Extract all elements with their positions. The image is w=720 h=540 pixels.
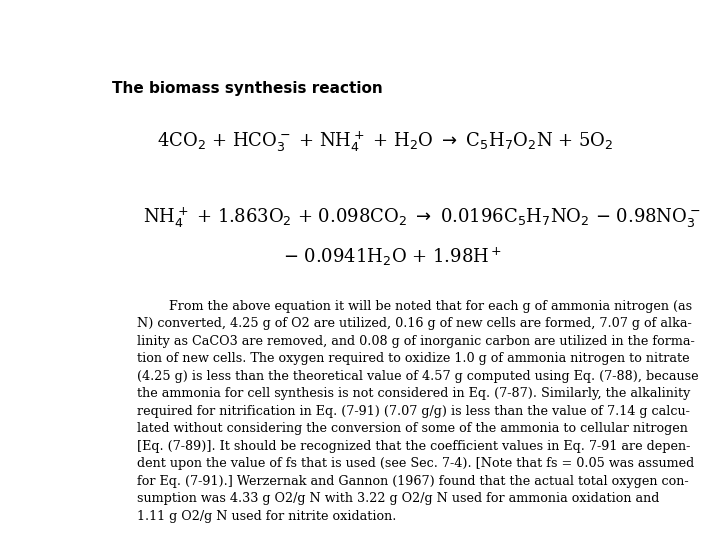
Text: NH$_4^+$ + 1.863O$_2$ + 0.098CO$_2$ $\rightarrow$ 0.0196C$_5$H$_7$NO$_2$ $-$ 0.9: NH$_4^+$ + 1.863O$_2$ + 0.098CO$_2$ $\ri… — [143, 206, 701, 231]
Text: 4CO$_2$ + HCO$_3^-$ + NH$_4^+$ + H$_2$O $\rightarrow$ C$_5$H$_7$O$_2$N + 5O$_2$: 4CO$_2$ + HCO$_3^-$ + NH$_4^+$ + H$_2$O … — [157, 129, 613, 153]
Text: From the above equation it will be noted that for each g of ammonia nitrogen (as: From the above equation it will be noted… — [138, 300, 699, 523]
Text: $-$ 0.0941H$_2$O + 1.98H$^+$: $-$ 0.0941H$_2$O + 1.98H$^+$ — [282, 246, 502, 268]
Text: The biomass synthesis reaction: The biomass synthesis reaction — [112, 82, 383, 97]
